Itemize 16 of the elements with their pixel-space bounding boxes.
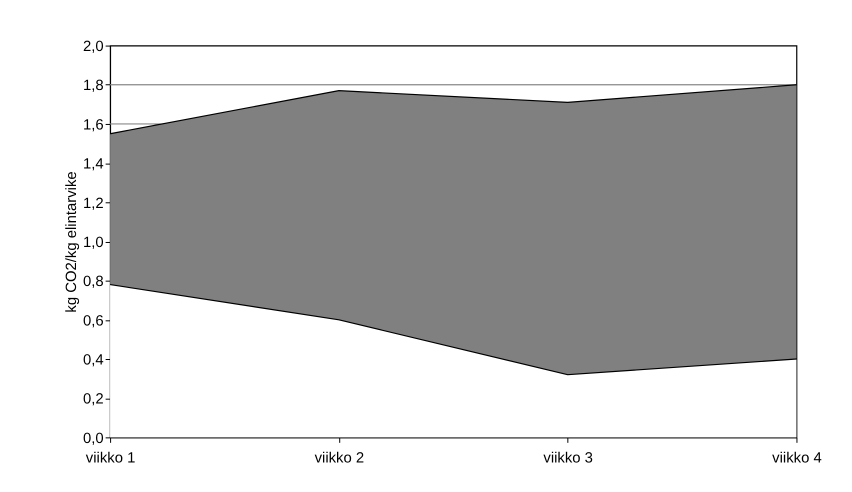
y-tick-label: 0,2 — [82, 392, 104, 408]
y-axis-title: kg CO2/kg elintarvike — [64, 171, 80, 313]
y-tick-label: 1,2 — [82, 196, 104, 212]
y-tick-label: 2,0 — [82, 39, 104, 56]
y-tick-label: 1,6 — [82, 117, 104, 134]
x-tick-label: viikko 4 — [772, 450, 822, 467]
y-tick-label: 0,0 — [82, 430, 104, 447]
y-tick-label: 1,0 — [82, 234, 104, 251]
x-tick-label: viikko 3 — [543, 450, 593, 467]
y-tick-label: 1,4 — [82, 156, 104, 173]
x-tick-label: viikko 2 — [314, 450, 364, 467]
y-tick-label: 0,4 — [82, 352, 104, 368]
y-tick-label: 1,8 — [82, 78, 104, 94]
x-tick-label: viikko 1 — [86, 450, 136, 467]
y-tick-label: 0,6 — [82, 313, 104, 330]
y-tick-label: 0,8 — [82, 274, 104, 290]
